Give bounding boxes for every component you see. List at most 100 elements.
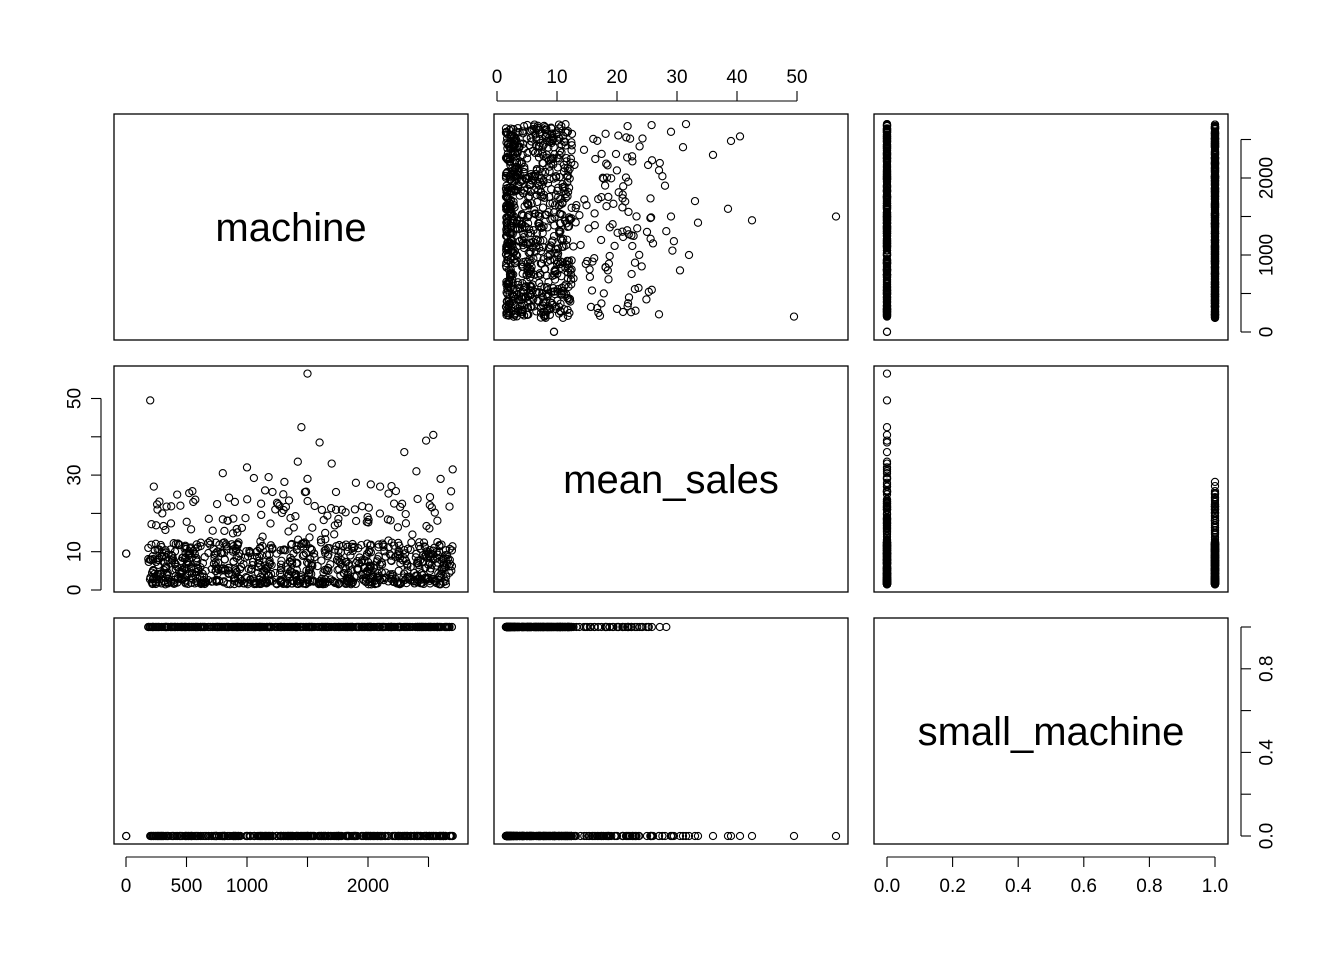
data-point (246, 565, 256, 574)
data-point (448, 542, 457, 551)
data-point (292, 541, 301, 550)
data-point (218, 539, 227, 548)
data-point (338, 541, 347, 551)
data-point (330, 530, 339, 539)
data-point (248, 557, 258, 567)
data-point (176, 831, 185, 841)
data-point (334, 514, 343, 524)
data-point (516, 186, 526, 195)
data-point (418, 622, 427, 632)
data-point (212, 499, 222, 509)
data-point (288, 559, 297, 568)
diagonal-label-machine: machine (215, 206, 366, 250)
data-point (266, 569, 276, 579)
data-point (199, 622, 208, 632)
points-panel-2-1 (501, 622, 841, 841)
data-point (882, 275, 892, 284)
data-point (279, 490, 288, 499)
data-point (549, 231, 559, 241)
data-point (167, 502, 176, 511)
data-point (373, 831, 382, 841)
data-point (566, 270, 576, 279)
data-point (430, 576, 439, 586)
data-point (1210, 477, 1220, 487)
data-point (579, 145, 589, 154)
data-point (508, 216, 517, 225)
data-point (507, 134, 516, 143)
data-point (726, 136, 736, 146)
data-point (171, 539, 180, 549)
data-point (882, 208, 892, 217)
data-point (245, 546, 254, 556)
data-point (626, 308, 636, 317)
data-point (283, 565, 292, 574)
data-point (605, 223, 614, 232)
points-panel-1-0 (122, 369, 457, 589)
data-point (375, 482, 385, 491)
data-point (303, 496, 312, 506)
data-point (380, 547, 389, 556)
data-point (627, 152, 637, 161)
data-point (322, 566, 331, 575)
data-point (223, 516, 232, 525)
data-point (231, 569, 240, 578)
data-point (421, 436, 431, 445)
data-point (220, 555, 229, 564)
data-point (298, 551, 308, 561)
data-point (287, 540, 296, 549)
data-point (546, 215, 555, 224)
data-point (157, 622, 167, 632)
data-point (1210, 571, 1220, 580)
data-point (504, 277, 513, 286)
data-point (609, 199, 618, 208)
data-point (882, 478, 892, 487)
data-point (538, 192, 547, 201)
data-point (554, 302, 564, 311)
data-point (593, 136, 602, 145)
data-point (506, 131, 516, 140)
data-point (445, 622, 454, 632)
data-point (539, 121, 549, 131)
data-point (535, 165, 545, 174)
data-point (502, 222, 512, 231)
data-point (309, 549, 319, 558)
data-point (543, 223, 552, 232)
data-point (182, 560, 191, 569)
data-point (621, 173, 631, 182)
data-point (831, 212, 841, 221)
data-point (321, 831, 330, 841)
data-point (533, 148, 543, 158)
data-point (564, 167, 573, 176)
data-point (1210, 513, 1220, 523)
data-point (684, 250, 694, 260)
data-point (630, 284, 640, 294)
data-point (211, 566, 220, 576)
data-point (326, 622, 336, 632)
data-point (542, 297, 551, 307)
data-point (211, 558, 220, 567)
data-point (623, 299, 633, 308)
data-point (556, 234, 566, 244)
data-point (624, 207, 633, 217)
data-point (374, 540, 383, 549)
data-point (518, 219, 527, 229)
data-point (281, 831, 290, 841)
data-point (502, 308, 512, 317)
data-point (163, 831, 172, 841)
data-point (590, 209, 599, 218)
data-point (306, 831, 315, 841)
points-panel-1-2 (882, 369, 1220, 589)
data-point (624, 177, 633, 186)
data-point (391, 486, 401, 496)
data-point (572, 201, 581, 210)
data-point (882, 216, 892, 225)
data-point (372, 557, 382, 566)
data-point (383, 515, 393, 524)
data-point (528, 280, 537, 289)
data-point (1210, 177, 1220, 186)
data-point (1210, 481, 1220, 491)
data-point (300, 538, 309, 547)
data-point (1210, 487, 1220, 496)
data-point (448, 831, 457, 841)
data-point (647, 622, 656, 632)
